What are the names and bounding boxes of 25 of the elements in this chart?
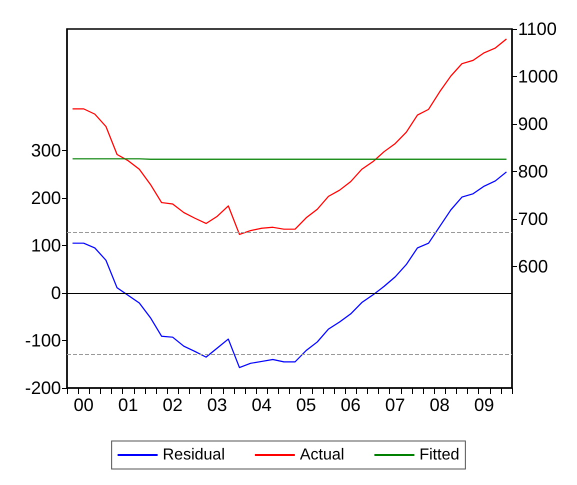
y2-tick-label: 1100 xyxy=(518,19,557,39)
legend-label: Fitted xyxy=(419,446,460,464)
legend-label: Actual xyxy=(300,446,344,464)
x-tick-label: 00 xyxy=(74,395,94,415)
y-tick-label: -200 xyxy=(24,378,61,398)
y2-tick-label: 700 xyxy=(518,209,548,230)
x-tick-label: 01 xyxy=(118,395,138,415)
y-tick-label: 0 xyxy=(50,283,61,304)
legend-label: Residual xyxy=(162,446,225,464)
y2-tick-label: 1000 xyxy=(518,66,558,87)
y-tick-label: -100 xyxy=(24,330,61,351)
x-tick-label: 03 xyxy=(207,395,228,415)
x-tick-label: 04 xyxy=(252,395,272,415)
x-tick-label: 08 xyxy=(430,395,450,415)
y2-tick-label: 800 xyxy=(518,162,548,182)
y2-tick-label: 900 xyxy=(518,114,548,134)
x-tick-label: 05 xyxy=(296,395,316,415)
y-tick-label: 100 xyxy=(30,236,61,256)
x-tick-label: 07 xyxy=(385,395,406,415)
y-tick-label: 200 xyxy=(30,188,61,208)
y-tick-label: 300 xyxy=(30,140,61,161)
x-tick-label: 09 xyxy=(474,395,494,415)
x-tick-label: 06 xyxy=(340,395,361,415)
x-tick-label: 02 xyxy=(162,395,183,415)
y2-tick-label: 600 xyxy=(518,256,548,277)
